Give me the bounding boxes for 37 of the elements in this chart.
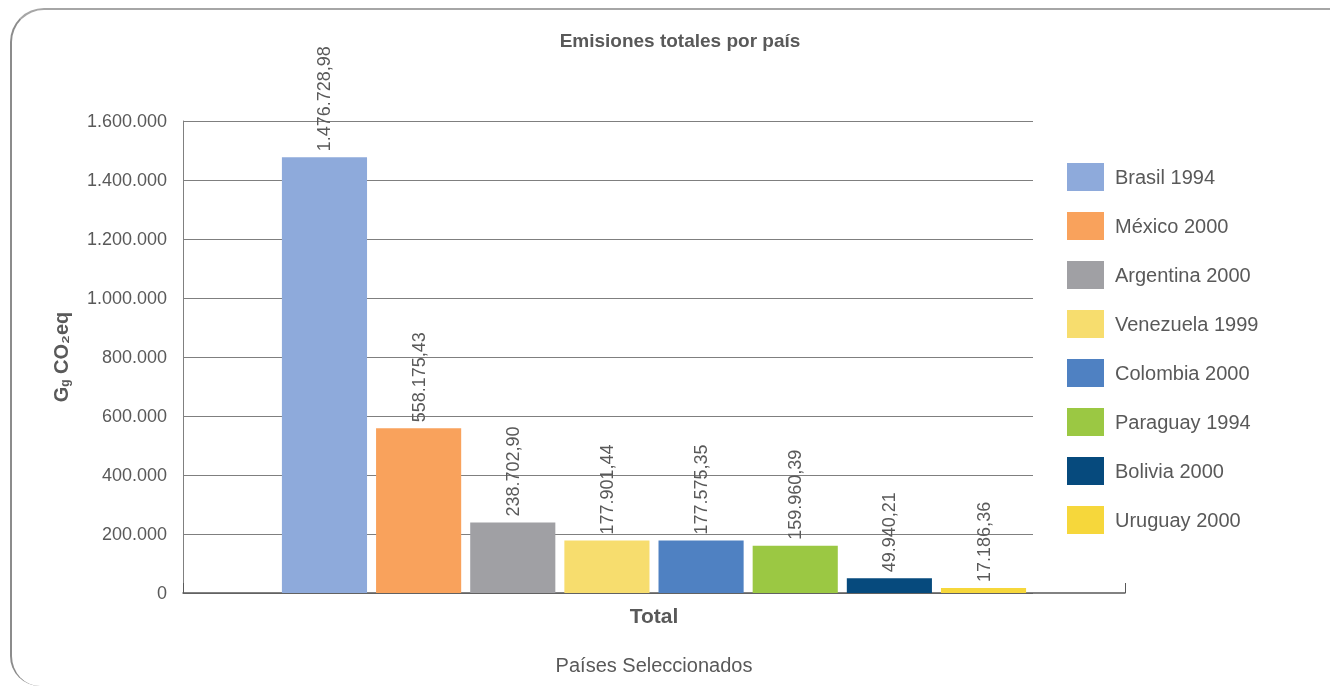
y-tick-label: 200.000 [101,524,167,544]
bar [752,545,838,593]
x-axis-title: Países Seleccionados [555,654,753,676]
y-tick-label: 1.000.000 [86,288,167,308]
legend-label: Bolivia 2000 [1115,460,1224,482]
data-label: 159.960,39 [785,449,806,540]
y-axis-title: Gg CO₂eq [50,311,72,403]
y-tick-label: 1.400.000 [86,170,167,190]
chart-title: Emisiones totales por país [559,30,801,51]
data-label: 238.702,90 [502,426,523,517]
data-label: 17.186,36 [973,501,994,582]
legend-label: Venezuela 1999 [1115,313,1259,335]
bar [846,578,932,593]
legend-label: Brasil 1994 [1115,166,1216,188]
bar [658,540,744,593]
y-tick-label: 0 [156,583,167,603]
legend-label: Uruguay 2000 [1115,509,1241,531]
data-label: 177.575,35 [691,444,712,535]
bar [376,428,462,593]
y-tick-label: 800.000 [101,347,167,367]
legend-label: Paraguay 1994 [1115,411,1251,433]
y-tick-label: 400.000 [101,465,167,485]
bar [564,540,650,593]
y-tick-label: 600.000 [101,406,167,426]
data-label: 1.476.728,98 [314,46,335,152]
data-label: 558.175,43 [408,332,429,423]
legend-label: México 2000 [1115,215,1229,237]
bar [281,157,368,593]
data-label: 49.940,21 [879,492,900,573]
x-tick-label: Total [629,604,679,627]
bar [470,522,556,593]
y-tick-label: 1.600.000 [86,111,167,131]
legend-label: Colombia 2000 [1115,362,1250,384]
data-label: 177.901,44 [596,444,617,535]
y-tick-label: 1.200.000 [86,229,167,249]
legend-label: Argentina 2000 [1115,264,1251,286]
bar [940,587,1027,593]
